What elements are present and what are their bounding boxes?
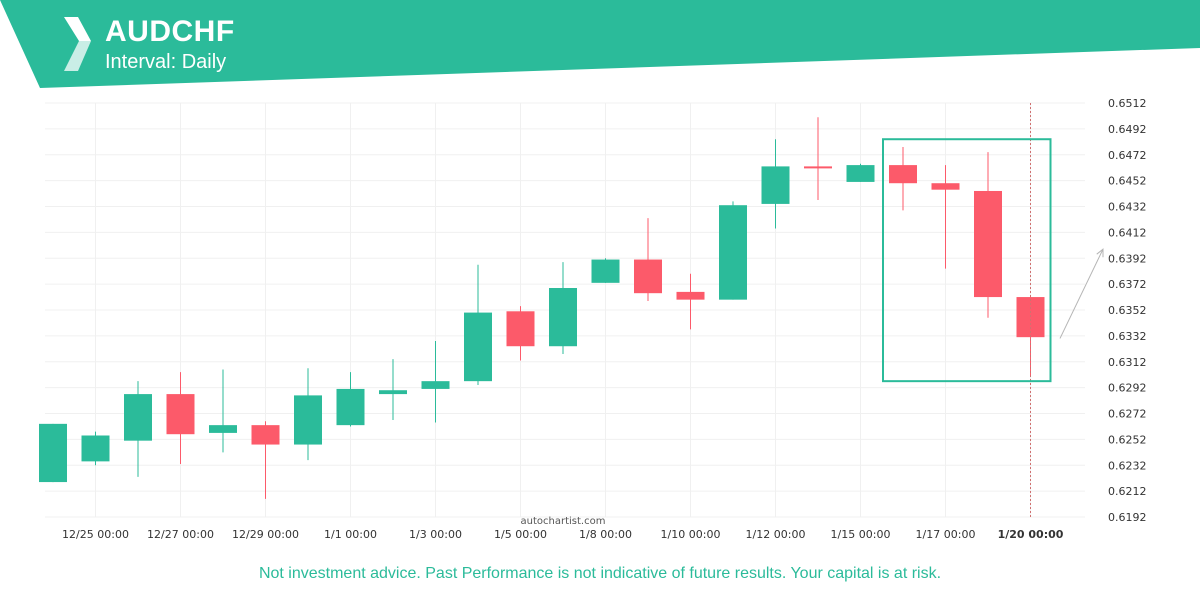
y-tick-label: 0.6192 <box>1108 511 1147 524</box>
candle-bullish <box>761 139 790 229</box>
pair-title: AUDCHF <box>105 15 235 48</box>
y-tick-label: 0.6252 <box>1108 433 1147 446</box>
candle-body <box>81 435 110 462</box>
candle-body <box>846 165 875 182</box>
candle-body <box>676 291 705 300</box>
candle-bearish <box>804 117 832 201</box>
candle-bullish <box>549 262 577 354</box>
x-tick-label: 1/10 00:00 <box>661 528 721 541</box>
header-band <box>0 0 1200 88</box>
candle-body <box>39 423 67 483</box>
candle-bearish <box>506 306 535 361</box>
price-axis: 0.6512 0.6492 0.6472 0.6452 0.6432 0.6412 0.63… <box>1108 97 1147 524</box>
candle-bearish <box>931 165 960 269</box>
y-tick-label: 0.6332 <box>1108 330 1147 343</box>
y-tick-label: 0.6452 <box>1108 175 1147 188</box>
candle-body <box>124 394 152 441</box>
candle-body <box>379 390 407 395</box>
candle-body <box>209 425 237 433</box>
pattern-box <box>882 138 1052 383</box>
x-tick-label: 1/5 00:00 <box>494 528 547 541</box>
candle-body <box>761 166 790 204</box>
candle-bullish <box>421 341 450 423</box>
x-tick-label: 12/27 00:00 <box>147 528 214 541</box>
x-tick-label: 12/25 00:00 <box>62 528 129 541</box>
x-tick-label: 12/29 00:00 <box>232 528 299 541</box>
watermark: autochartist.com <box>521 516 606 527</box>
y-tick-label: 0.6352 <box>1108 304 1147 317</box>
candle-body <box>294 395 322 445</box>
candle-bullish <box>81 431 110 466</box>
candle-bullish <box>294 368 322 461</box>
y-tick-label: 0.6232 <box>1108 459 1147 472</box>
x-tick-label: 1/17 00:00 <box>916 528 976 541</box>
candle-bullish <box>719 201 747 300</box>
candle-bullish <box>209 369 237 453</box>
disclaimer: Not investment advice. Past Performance … <box>258 565 942 582</box>
chart-overlays <box>882 103 1104 517</box>
x-tick-label: 1/3 00:00 <box>409 528 462 541</box>
y-tick-label: 0.6372 <box>1108 278 1147 291</box>
candle-body <box>719 205 747 300</box>
x-tick-label-current: 1/20 00:00 <box>998 528 1064 541</box>
x-tick-label: 1/1 00:00 <box>324 528 377 541</box>
candle-body <box>421 381 450 389</box>
candle-body <box>166 394 195 435</box>
candle-bullish <box>124 381 152 477</box>
candle-bullish <box>39 423 67 483</box>
candle-bearish <box>166 372 195 464</box>
y-tick-label: 0.6512 <box>1108 97 1147 110</box>
candle-bearish <box>676 273 705 330</box>
y-tick-label: 0.6472 <box>1108 149 1147 162</box>
candle-body <box>974 190 1002 298</box>
candle-body <box>634 259 662 294</box>
candle-bearish <box>974 152 1002 318</box>
x-tick-label: 1/8 00:00 <box>579 528 632 541</box>
candle-body <box>464 312 492 382</box>
time-axis: 12/25 00:00 12/27 00:00 12/29 00:00 1/1 00:… <box>62 528 1064 541</box>
projection-arrow-head <box>1096 248 1104 258</box>
y-tick-label: 0.6292 <box>1108 382 1147 395</box>
x-tick-label: 1/15 00:00 <box>831 528 891 541</box>
y-tick-label: 0.6312 <box>1108 356 1147 369</box>
candle-bullish <box>379 359 407 420</box>
interval-label: Interval: Daily <box>105 51 227 73</box>
projection-arrow-line <box>1059 248 1104 339</box>
candle-bearish <box>1016 297 1045 376</box>
candle-bullish <box>846 163 875 182</box>
autochartist-logo-icon <box>64 17 91 71</box>
candle-body <box>931 183 960 190</box>
candle-body <box>591 259 620 283</box>
candle-bullish <box>336 372 365 427</box>
x-tick-label: 1/12 00:00 <box>746 528 806 541</box>
candle-bullish <box>591 258 620 283</box>
y-tick-label: 0.6432 <box>1108 201 1147 214</box>
candle-bearish <box>251 421 280 499</box>
candle-bearish <box>889 146 917 211</box>
candle-body <box>549 288 577 347</box>
candle-body <box>336 388 365 426</box>
y-tick-label: 0.6492 <box>1108 123 1147 136</box>
candle-bullish <box>464 264 492 386</box>
y-tick-label: 0.6272 <box>1108 408 1147 421</box>
candle-body <box>251 425 280 445</box>
y-tick-label: 0.6412 <box>1108 226 1147 239</box>
candle-body <box>804 166 832 169</box>
candle-body <box>889 165 917 184</box>
candle-body <box>506 311 535 347</box>
y-tick-label: 0.6212 <box>1108 485 1147 498</box>
candle-bearish <box>634 218 662 301</box>
candles <box>39 117 1045 499</box>
y-tick-label: 0.6392 <box>1108 252 1147 265</box>
